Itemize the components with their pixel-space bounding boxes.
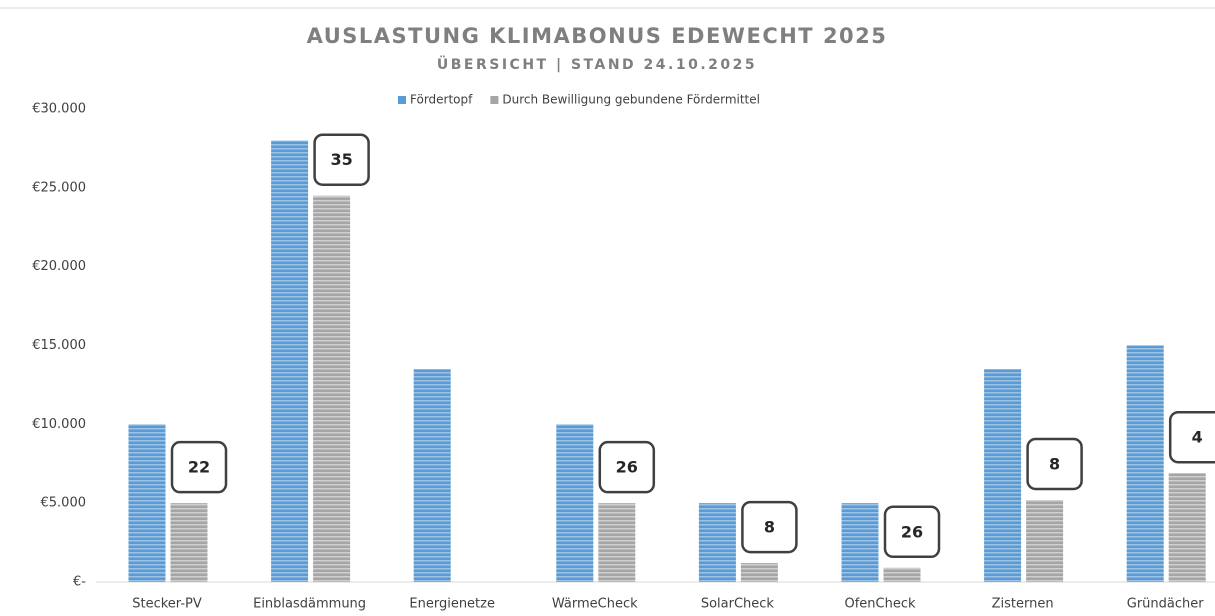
y-tick-label: €15.000 (32, 338, 86, 353)
annotation: 22 (188, 458, 210, 477)
bar (313, 195, 351, 582)
bar (984, 369, 1022, 582)
x-tick-label: Gründächer (1127, 597, 1205, 612)
annotation-box (313, 133, 370, 186)
annotation-box (598, 440, 656, 494)
bar (598, 503, 636, 582)
chart-subtitle: ÜBERSICHT | STAND 24.10.2025 (437, 55, 757, 73)
legend-label: Fördertopf (410, 93, 473, 107)
y-tick-label: €5.000 (41, 496, 87, 511)
y-tick-label: €25.000 (32, 180, 86, 195)
bar (1168, 473, 1206, 582)
y-tick-label: €10.000 (32, 417, 86, 432)
bar (883, 567, 921, 582)
x-tick-label: OfenCheck (844, 597, 916, 612)
bar (698, 503, 736, 582)
bar (740, 563, 778, 582)
annotation-box (170, 440, 228, 494)
x-tick-label: Energienetze (409, 597, 495, 612)
y-tick-label: €30.000 (32, 102, 86, 117)
legend-label: Durch Bewilligung gebundene Fördermittel (502, 93, 760, 107)
y-tick-label: €- (73, 575, 86, 590)
annotation-box (1026, 437, 1083, 491)
x-tick-label: Stecker-PV (132, 597, 202, 612)
x-tick-label: Zisternen (992, 597, 1054, 612)
annotation-box (883, 505, 941, 559)
x-tick-label: WärmeCheck (552, 597, 638, 612)
bar (841, 503, 879, 582)
annotation: 35 (330, 150, 352, 169)
bar (556, 424, 594, 582)
bar (170, 503, 208, 582)
annotation: 8 (764, 518, 775, 537)
x-tick-label: Einblasdämmung (253, 597, 366, 612)
annotation-box (1168, 410, 1215, 464)
annotation: 8 (1049, 455, 1060, 474)
legend-swatch (398, 96, 406, 104)
x-tick-label: SolarCheck (701, 597, 775, 612)
bar (128, 424, 166, 582)
annotation-box (741, 500, 798, 554)
bar (1026, 500, 1064, 582)
annotation: 26 (616, 458, 638, 477)
annotation: 4 (1192, 428, 1203, 447)
chart-title: AUSLASTUNG KLIMABONUS EDEWECHT 2025 (307, 24, 888, 48)
legend-swatch (490, 96, 499, 104)
bar (271, 140, 309, 583)
annotation: 26 (901, 522, 923, 541)
bar (1126, 345, 1164, 582)
y-tick-label: €20.000 (32, 259, 86, 274)
bar (413, 369, 451, 582)
